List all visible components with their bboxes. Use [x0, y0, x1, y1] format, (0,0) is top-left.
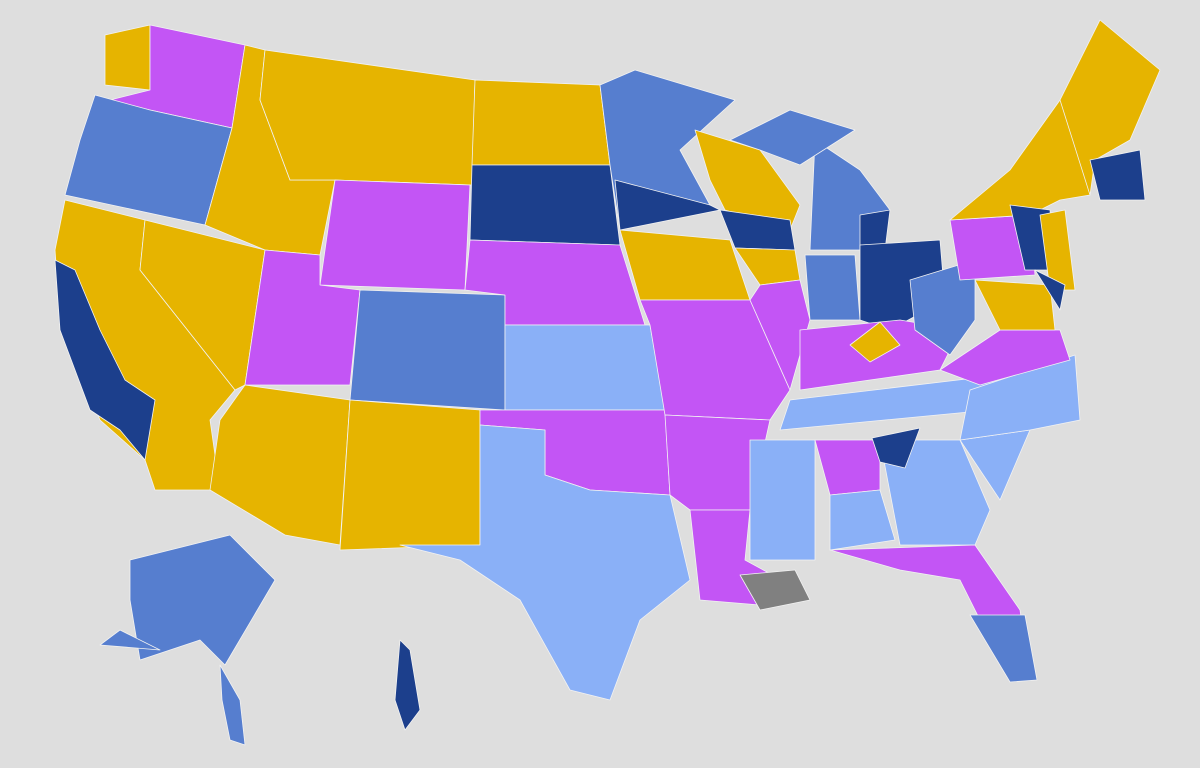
region: [471, 79, 611, 166]
region: [139, 219, 266, 391]
region: [974, 279, 1056, 331]
region: [1059, 19, 1161, 196]
states: [54, 19, 1161, 746]
region: [99, 629, 161, 651]
region: [849, 321, 901, 363]
region: [54, 259, 156, 461]
region: [104, 24, 151, 91]
region: [729, 109, 856, 166]
region: [804, 254, 861, 321]
region: [939, 329, 1071, 386]
region: [829, 489, 896, 551]
region: [394, 639, 421, 731]
region: [129, 534, 276, 666]
region: [739, 569, 811, 611]
region: [879, 439, 991, 546]
region: [219, 664, 246, 746]
region: [349, 289, 506, 411]
region: [1034, 269, 1066, 311]
region: [969, 614, 1038, 683]
region: [1039, 209, 1076, 291]
region: [399, 424, 691, 701]
region: [871, 427, 921, 469]
region: [504, 324, 666, 411]
region: [469, 164, 621, 246]
region: [319, 179, 471, 291]
region: [749, 439, 816, 561]
region: [619, 229, 751, 301]
region: [339, 399, 481, 551]
region: [1089, 149, 1146, 201]
